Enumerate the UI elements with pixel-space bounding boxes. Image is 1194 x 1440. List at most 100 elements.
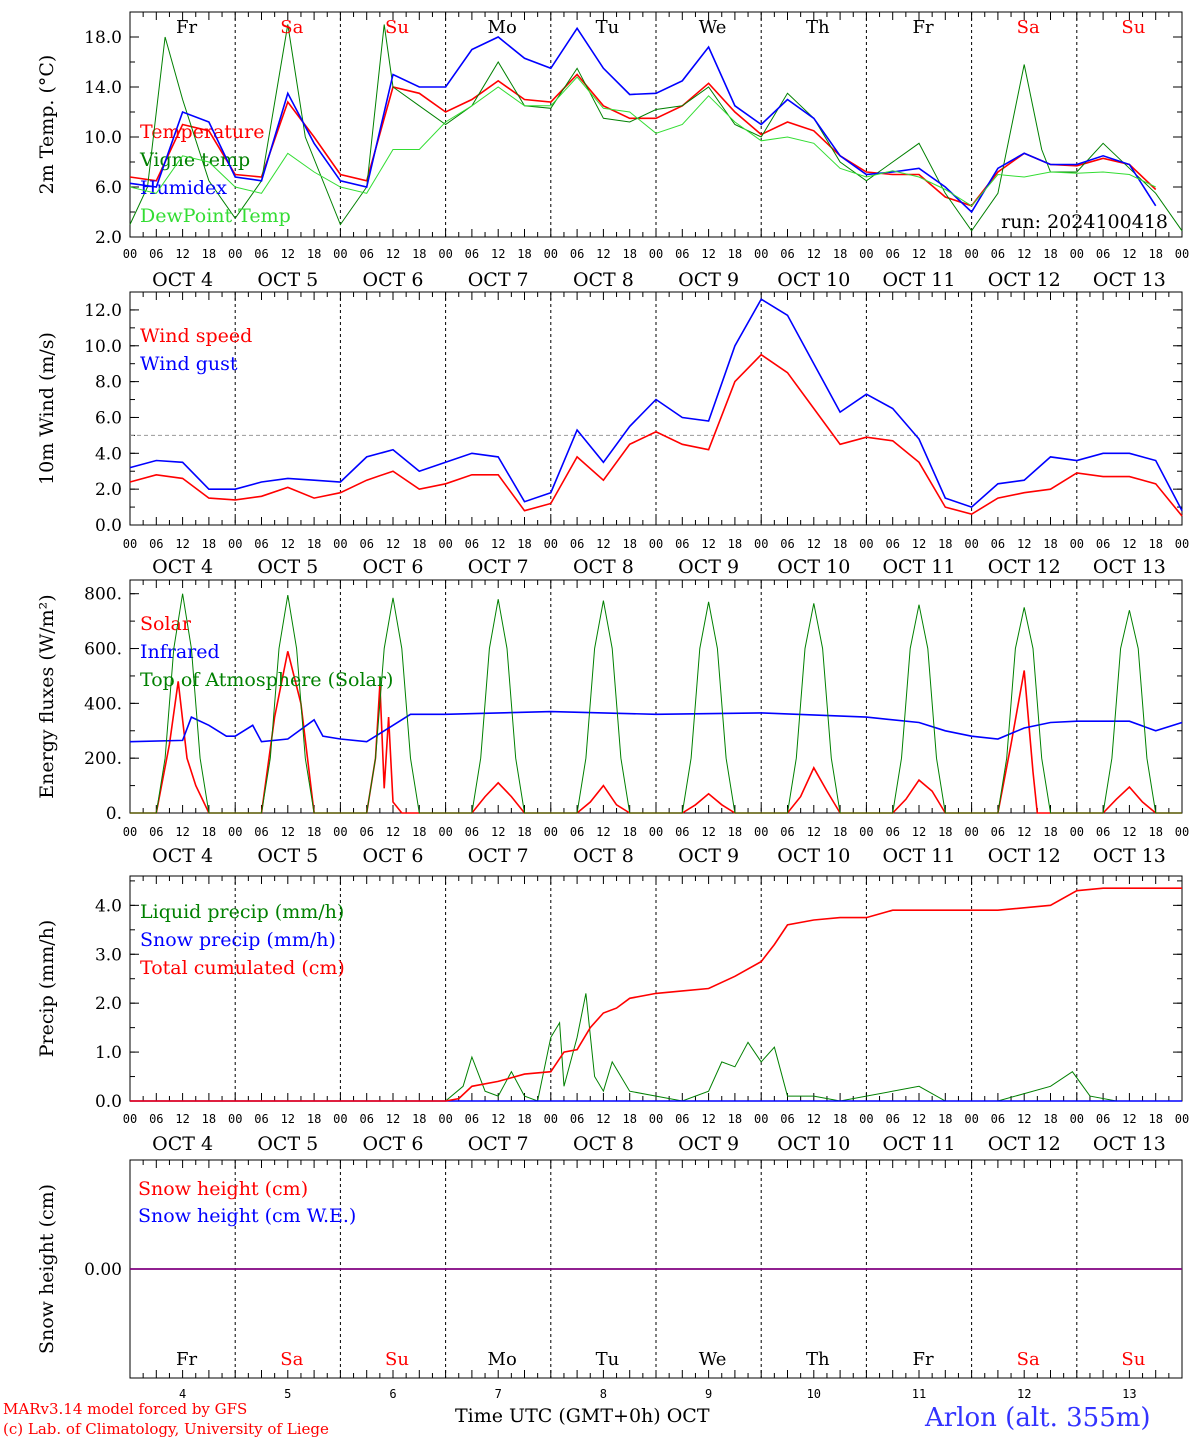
hour-tick-label: 12 <box>1122 537 1136 551</box>
hour-tick-label: 18 <box>728 1112 742 1126</box>
hour-tick-label: 12 <box>1122 247 1136 261</box>
hour-tick-label: 00 <box>123 537 137 551</box>
hour-tick-label: 12 <box>1017 537 1031 551</box>
hour-tick-label: 00 <box>964 825 978 839</box>
series-line-total-cumulated-cm- <box>130 887 1182 1102</box>
weekday-label: Mo <box>488 17 517 38</box>
y-tick-label: 1.0 <box>95 1043 122 1063</box>
hour-tick-label: 06 <box>359 1112 373 1126</box>
hour-tick-label: 00 <box>228 1112 242 1126</box>
hour-tick-label: 00 <box>859 537 873 551</box>
hour-tick-label: 06 <box>149 247 163 261</box>
weekday-label: Su <box>1121 17 1145 38</box>
hour-tick-label: 00 <box>649 537 663 551</box>
hour-tick-label: 06 <box>254 247 268 261</box>
date-label: OCT 5 <box>257 556 318 578</box>
hour-tick-label: 06 <box>991 825 1005 839</box>
hour-tick-label: 18 <box>622 1112 636 1126</box>
weekday-label: Sa <box>280 1349 303 1370</box>
hour-tick-label: 06 <box>1096 825 1110 839</box>
y-tick-label: 6.0 <box>95 178 122 198</box>
hour-tick-label: 06 <box>570 537 584 551</box>
date-label: OCT 8 <box>573 269 634 291</box>
date-label: OCT 5 <box>257 845 318 867</box>
hour-tick-label: 12 <box>596 825 610 839</box>
hour-tick-label: 06 <box>254 825 268 839</box>
date-label: OCT 12 <box>988 269 1061 291</box>
hour-tick-label: 18 <box>1043 1112 1057 1126</box>
hour-tick-label: 00 <box>123 825 137 839</box>
hour-tick-label: 06 <box>570 825 584 839</box>
footer-model: MARv3.14 model forced by GFS <box>3 1400 248 1418</box>
y-tick-label: 8.0 <box>95 373 122 393</box>
hour-tick-label: 18 <box>1148 247 1162 261</box>
hour-tick-label: 00 <box>438 1112 452 1126</box>
date-label: OCT 12 <box>988 1133 1061 1155</box>
hour-tick-label: 12 <box>175 537 189 551</box>
hour-tick-label: 12 <box>386 247 400 261</box>
hour-tick-label: 00 <box>123 1112 137 1126</box>
weekday-label: Fr <box>176 17 197 38</box>
y-tick-label: 4.0 <box>95 444 122 464</box>
hour-tick-label: 00 <box>333 537 347 551</box>
hour-tick-label: 12 <box>1017 1112 1031 1126</box>
y-tick-label: 12.0 <box>84 301 122 321</box>
weekday-label: Su <box>1121 1349 1145 1370</box>
y-axis-label: 10m Wind (m/s) <box>36 332 58 485</box>
hour-tick-label: 06 <box>465 825 479 839</box>
hour-tick-label: 18 <box>938 247 952 261</box>
hour-tick-label: 18 <box>1148 537 1162 551</box>
hour-tick-label: 18 <box>1043 247 1057 261</box>
hour-tick-label: 00 <box>228 825 242 839</box>
hour-tick-label: 18 <box>833 825 847 839</box>
hour-tick-label: 00 <box>333 247 347 261</box>
hour-tick-label: 00 <box>1070 1112 1084 1126</box>
date-label: OCT 7 <box>468 556 529 578</box>
location-label: Arlon (alt. 355m) <box>925 1403 1151 1433</box>
hour-tick-label: 06 <box>991 1112 1005 1126</box>
hour-tick-label: 12 <box>175 247 189 261</box>
legend-entry: Wind gust <box>140 353 238 375</box>
hour-tick-label: 06 <box>465 1112 479 1126</box>
hour-tick-label: 06 <box>885 1112 899 1126</box>
hour-tick-label: 18 <box>938 1112 952 1126</box>
date-label: OCT 7 <box>468 845 529 867</box>
weekday-label: Sa <box>280 17 303 38</box>
legend-entry: Infrared <box>140 641 220 663</box>
hour-tick-label: 00 <box>1175 247 1189 261</box>
hour-tick-label: 06 <box>254 1112 268 1126</box>
hour-tick-label: 18 <box>728 825 742 839</box>
date-label: OCT 9 <box>678 845 739 867</box>
hour-tick-label: 06 <box>149 537 163 551</box>
y-tick-label: 0.00 <box>84 1260 122 1280</box>
date-label: OCT 10 <box>777 556 850 578</box>
date-label: OCT 13 <box>1093 845 1166 867</box>
hour-tick-label: 12 <box>912 1112 926 1126</box>
series-line-vigne-temp <box>129 24 1183 232</box>
hour-tick-label: 00 <box>964 537 978 551</box>
hour-tick-label: 18 <box>1043 825 1057 839</box>
hour-tick-label: 00 <box>859 825 873 839</box>
hour-tick-label: 12 <box>807 537 821 551</box>
day-number-label: 5 <box>284 1387 291 1401</box>
hour-tick-label: 00 <box>964 247 978 261</box>
hour-tick-label: 00 <box>228 537 242 551</box>
hour-tick-label: 00 <box>1070 825 1084 839</box>
weekday-label: We <box>699 17 727 38</box>
y-axis-label: Snow height (cm) <box>36 1184 58 1354</box>
hour-tick-label: 00 <box>544 537 558 551</box>
hour-tick-label: 00 <box>859 247 873 261</box>
hour-tick-label: 00 <box>544 1112 558 1126</box>
y-axis-label: Precip (mm/h) <box>36 920 58 1058</box>
date-label: OCT 13 <box>1093 1133 1166 1155</box>
hour-tick-label: 12 <box>386 1112 400 1126</box>
series-line-dewpoint-temp <box>129 76 1156 207</box>
series-line-humidex <box>129 26 1157 214</box>
hour-tick-label: 18 <box>307 1112 321 1126</box>
hour-tick-label: 12 <box>1017 825 1031 839</box>
hour-tick-label: 18 <box>307 537 321 551</box>
hour-tick-label: 18 <box>412 1112 426 1126</box>
hour-tick-label: 18 <box>202 537 216 551</box>
